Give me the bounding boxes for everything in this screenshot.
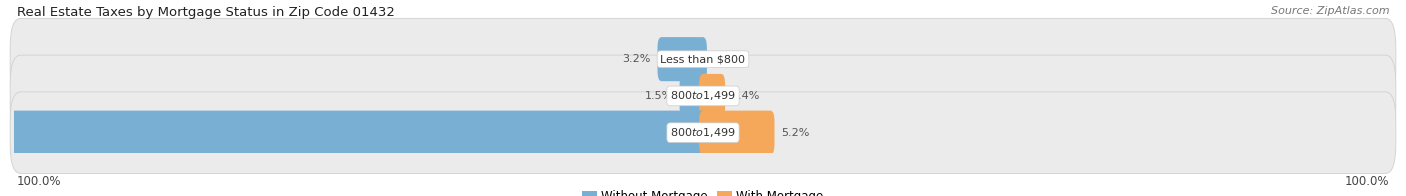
FancyBboxPatch shape: [0, 111, 707, 155]
Text: 5.2%: 5.2%: [780, 128, 810, 138]
Text: $800 to $1,499: $800 to $1,499: [671, 126, 735, 139]
Text: Real Estate Taxes by Mortgage Status in Zip Code 01432: Real Estate Taxes by Mortgage Status in …: [17, 6, 395, 19]
FancyBboxPatch shape: [679, 74, 707, 118]
Text: 1.5%: 1.5%: [645, 91, 673, 101]
FancyBboxPatch shape: [658, 37, 707, 81]
FancyBboxPatch shape: [10, 55, 1396, 137]
Text: 3.2%: 3.2%: [623, 54, 651, 64]
FancyBboxPatch shape: [10, 92, 1396, 173]
Text: 100.0%: 100.0%: [1344, 175, 1389, 188]
Text: Source: ZipAtlas.com: Source: ZipAtlas.com: [1271, 6, 1389, 16]
Text: 0.0%: 0.0%: [713, 54, 741, 64]
FancyBboxPatch shape: [10, 18, 1396, 100]
FancyBboxPatch shape: [699, 111, 775, 155]
Text: 1.4%: 1.4%: [731, 91, 761, 101]
Text: 100.0%: 100.0%: [17, 175, 62, 188]
Legend: Without Mortgage, With Mortgage: Without Mortgage, With Mortgage: [582, 191, 824, 196]
FancyBboxPatch shape: [699, 74, 725, 118]
Text: Less than $800: Less than $800: [661, 54, 745, 64]
Text: $800 to $1,499: $800 to $1,499: [671, 89, 735, 103]
